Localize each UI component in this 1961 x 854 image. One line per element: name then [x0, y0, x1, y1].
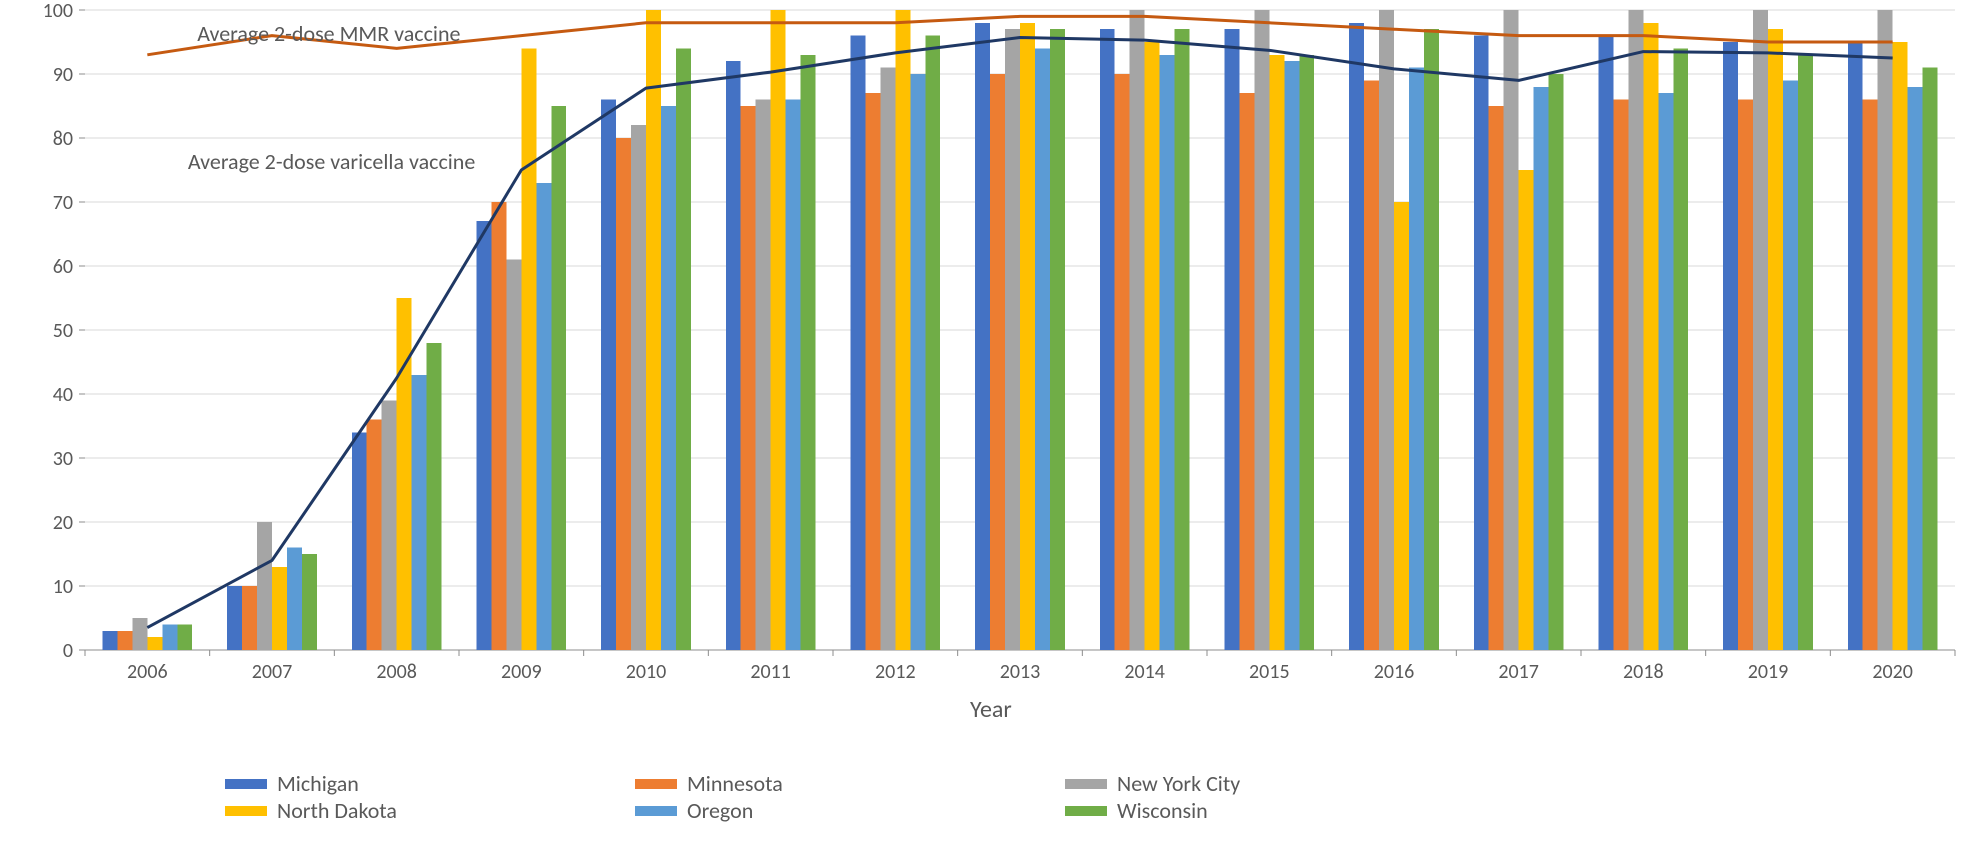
- svg-text:2015: 2015: [1249, 660, 1290, 684]
- svg-text:100: 100: [43, 0, 73, 23]
- svg-text:10: 10: [53, 575, 73, 599]
- svg-text:2019: 2019: [1748, 660, 1789, 684]
- svg-text:2014: 2014: [1124, 660, 1165, 684]
- legend-label: Minnesota: [687, 770, 783, 797]
- svg-text:0: 0: [63, 639, 73, 663]
- legend-item-oregon: Oregon: [635, 797, 1065, 824]
- svg-text:50: 50: [53, 319, 73, 343]
- legend-label: Michigan: [277, 770, 359, 797]
- annotation-varicella: Average 2-dose varicella vaccine: [188, 148, 475, 175]
- x-axis-title: Year: [970, 695, 1012, 724]
- annotation-mmr-text: Average 2-dose MMR vaccine: [197, 20, 460, 47]
- x-axis-title-text: Year: [970, 695, 1012, 724]
- svg-text:60: 60: [53, 255, 73, 279]
- legend-row: North Dakota Oregon Wisconsin: [225, 797, 1495, 824]
- svg-text:2020: 2020: [1872, 660, 1913, 684]
- svg-text:2016: 2016: [1374, 660, 1415, 684]
- legend-item-michigan: Michigan: [225, 770, 635, 797]
- legend-label: Wisconsin: [1117, 797, 1208, 824]
- svg-text:40: 40: [53, 383, 73, 407]
- legend-item-minnesota: Minnesota: [635, 770, 1065, 797]
- svg-text:2006: 2006: [127, 660, 168, 684]
- legend-swatch: [1065, 806, 1107, 816]
- legend-swatch: [635, 779, 677, 789]
- legend-item-newyorkcity: New York City: [1065, 770, 1495, 797]
- legend-swatch: [1065, 779, 1107, 789]
- svg-text:80: 80: [53, 127, 73, 151]
- legend: Michigan Minnesota New York City North D…: [225, 770, 1495, 824]
- legend-swatch: [635, 806, 677, 816]
- svg-text:2010: 2010: [626, 660, 667, 684]
- legend-label: New York City: [1117, 770, 1240, 797]
- svg-text:2009: 2009: [501, 660, 542, 684]
- svg-text:30: 30: [53, 447, 73, 471]
- legend-label: North Dakota: [277, 797, 397, 824]
- svg-text:90: 90: [53, 63, 73, 87]
- svg-text:2008: 2008: [376, 660, 417, 684]
- legend-item-wisconsin: Wisconsin: [1065, 797, 1495, 824]
- annotation-mmr: Average 2-dose MMR vaccine: [197, 20, 460, 47]
- legend-swatch: [225, 806, 267, 816]
- svg-text:20: 20: [53, 511, 73, 535]
- legend-label: Oregon: [687, 797, 753, 824]
- svg-text:2013: 2013: [1000, 660, 1041, 684]
- svg-text:2017: 2017: [1498, 660, 1539, 684]
- legend-row: Michigan Minnesota New York City: [225, 770, 1495, 797]
- svg-text:70: 70: [53, 191, 73, 215]
- svg-text:2018: 2018: [1623, 660, 1664, 684]
- annotation-varicella-text: Average 2-dose varicella vaccine: [188, 148, 475, 175]
- legend-swatch: [225, 779, 267, 789]
- vaccination-chart: 0 10 20 30 40 50 60 70 80 90 100 2006 2007 2008 2009 20…: [0, 0, 1961, 854]
- svg-text:2012: 2012: [875, 660, 916, 684]
- legend-item-northdakota: North Dakota: [225, 797, 635, 824]
- svg-text:2007: 2007: [252, 660, 293, 684]
- svg-text:2011: 2011: [750, 660, 791, 684]
